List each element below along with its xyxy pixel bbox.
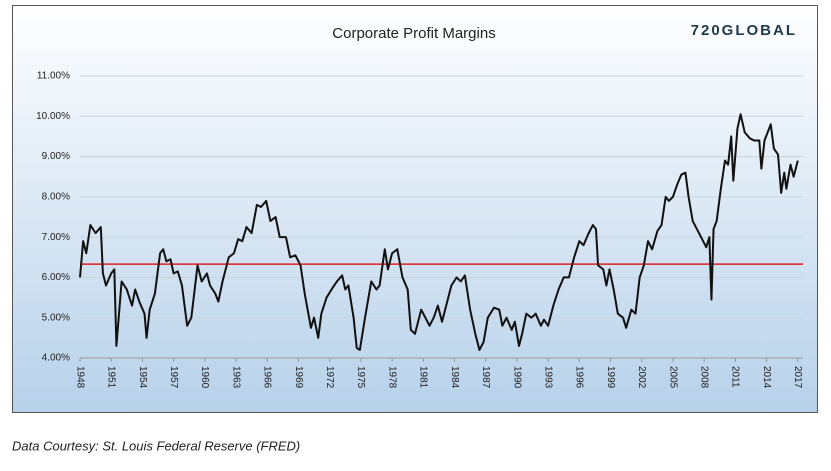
- x-tick-label: 1996: [574, 366, 585, 389]
- x-tick-label: 1966: [262, 366, 273, 389]
- x-tick-label: 1957: [168, 366, 179, 389]
- y-tick-label: 6.00%: [42, 272, 70, 283]
- x-tick-label: 2008: [699, 366, 710, 389]
- y-tick-label: 7.00%: [42, 232, 70, 243]
- x-tick-label: 1954: [137, 366, 148, 389]
- x-tick-label: 1960: [199, 366, 210, 389]
- brand-logo: 720GLOBAL: [691, 22, 797, 39]
- x-tick-label: 1987: [480, 366, 491, 389]
- x-tick-label: 1963: [230, 366, 241, 389]
- x-tick-label: 1981: [418, 366, 429, 389]
- x-tick-label: 2014: [761, 366, 772, 389]
- y-tick-label: 11.00%: [37, 71, 70, 82]
- x-tick-label: 2011: [730, 366, 741, 388]
- x-tick-label: 1951: [106, 366, 117, 389]
- x-tick-label: 2002: [636, 366, 647, 389]
- x-tick-label: 1948: [74, 366, 85, 389]
- source-note: Data Courtesy: St. Louis Federal Reserve…: [12, 438, 300, 453]
- x-tick-label: 1990: [511, 366, 522, 389]
- y-tick-label: 5.00%: [42, 312, 70, 323]
- x-tick-label: 2017: [792, 366, 803, 389]
- x-tick-label: 1984: [449, 366, 460, 389]
- x-tick-label: 1993: [542, 366, 553, 389]
- chart-frame: [12, 5, 818, 413]
- y-tick-label: 4.00%: [42, 353, 70, 364]
- x-tick-label: 1978: [386, 366, 397, 389]
- y-tick-label: 10.00%: [36, 111, 70, 122]
- x-tick-label: 1972: [324, 366, 335, 389]
- x-tick-label: 2005: [667, 366, 678, 389]
- y-tick-label: 8.00%: [42, 191, 70, 202]
- y-tick-label: 9.00%: [42, 151, 70, 162]
- x-tick-label: 1969: [293, 366, 304, 389]
- chart-title: Corporate Profit Margins: [332, 25, 495, 42]
- x-tick-label: 1975: [355, 366, 366, 389]
- x-tick-label: 1999: [605, 366, 616, 389]
- data-line: [79, 113, 799, 351]
